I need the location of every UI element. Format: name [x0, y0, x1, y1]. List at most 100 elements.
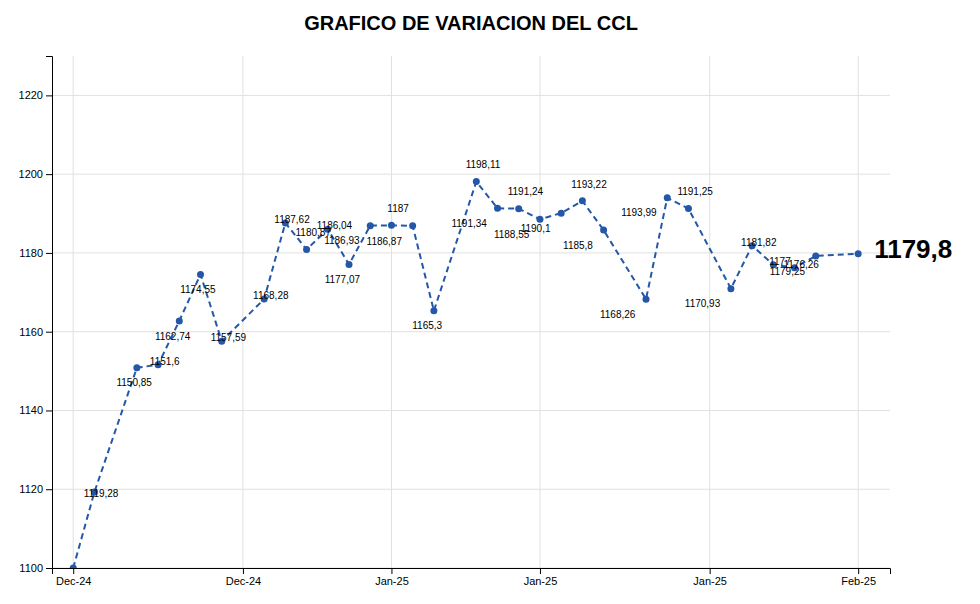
data-label: 1193,99: [621, 207, 657, 218]
tick-label: Dec-24: [56, 575, 91, 587]
tick-label: 1140: [19, 404, 43, 416]
marker: [579, 197, 586, 204]
data-label: 1198,11: [466, 159, 501, 170]
tick-label: Jan-25: [693, 575, 727, 587]
axis-line: [53, 569, 891, 575]
grid-line: [242, 56, 243, 568]
data-label: 1193,22: [571, 179, 607, 190]
marks: [70, 178, 862, 568]
data-label: 1191,25: [677, 186, 713, 197]
data-label: 1174,55: [180, 284, 216, 295]
tick-label: 1200: [19, 168, 43, 180]
marker: [70, 565, 77, 569]
data-label: 1179,8: [874, 234, 952, 264]
data-label: 1185,8: [563, 240, 593, 251]
grid-line: [858, 56, 859, 568]
tick-mark: [540, 568, 541, 574]
tick-label: Jan-25: [524, 575, 558, 587]
tick: 1220: [19, 89, 52, 101]
tick: Dec-24: [56, 568, 91, 587]
marker: [494, 205, 501, 212]
marker: [430, 307, 437, 314]
data-label: 1157,59: [211, 332, 247, 343]
marker: [197, 271, 204, 278]
tick: Jan-25: [693, 568, 727, 587]
tick: 1100: [19, 562, 52, 574]
tick-mark: [46, 95, 52, 96]
tick: Dec-24: [226, 568, 261, 587]
x-axis: Dec-24 Dec-24 Jan-25 Jan-25 Jan-25 Feb-25: [53, 568, 891, 587]
chart: GRAFICO DE VARIACION DEL CCLDec-24Dec-24…: [0, 0, 980, 604]
tick-label: Feb-25: [841, 575, 876, 587]
marker: [515, 205, 522, 212]
tick-mark: [243, 568, 244, 574]
data-label: 1150,85: [116, 377, 152, 388]
tick-label: 1220: [19, 89, 43, 101]
marker: [855, 250, 862, 257]
tick-mark: [46, 332, 52, 333]
tick-mark: [391, 568, 392, 574]
marker: [133, 364, 140, 371]
marker: [473, 178, 480, 185]
tick-mark: [46, 174, 52, 175]
tick-label: 1180: [19, 247, 43, 259]
tick-mark: [46, 410, 52, 411]
marker: [303, 246, 310, 253]
title: GRAFICO DE VARIACION DEL CCL: [304, 12, 638, 34]
data-label: 1181,82: [741, 237, 777, 248]
marker: [664, 194, 671, 201]
data-labels: 1119,28 1150,85 1151,6 1162,74 1174,55 1157,5…: [84, 159, 953, 499]
data-label: 1151,6: [150, 356, 180, 367]
marker: [727, 285, 734, 292]
tick-label: Jan-25: [375, 575, 409, 587]
grid-line: [52, 252, 890, 253]
tick: 1180: [19, 247, 52, 259]
marker: [388, 222, 395, 229]
tick: 1160: [19, 326, 52, 338]
data-label: 1186,04: [317, 220, 353, 231]
data-label: 1168,28: [253, 290, 289, 301]
tick: 1120: [19, 483, 52, 495]
tick: Jan-25: [524, 568, 558, 587]
data-label: 1170,93: [685, 298, 721, 309]
tick: 1200: [19, 168, 52, 180]
tick-label: 1160: [19, 326, 43, 338]
data-label: 1177,07: [325, 274, 361, 285]
marker: [643, 296, 650, 303]
tick: Feb-25: [841, 568, 876, 587]
grid-line: [52, 489, 890, 490]
tick-mark: [46, 489, 52, 490]
grid-line: [391, 56, 392, 568]
data-label: 1186,93: [324, 235, 360, 246]
marker: [409, 222, 416, 229]
marker: [176, 317, 183, 324]
tick-mark: [46, 253, 52, 254]
data-label: 1165,3: [412, 320, 442, 331]
tick-label: 1120: [19, 483, 43, 495]
data-label: 1119,28: [84, 488, 119, 499]
tick: 1140: [19, 404, 52, 416]
data-label: 1179,25: [770, 266, 806, 277]
data-label: 1190,1: [521, 223, 551, 234]
line: [73, 182, 858, 568]
grid-line: [52, 410, 890, 411]
data-label: 1187,62: [274, 214, 310, 225]
tick-label: 1100: [19, 562, 43, 574]
tick-mark: [46, 568, 52, 569]
marker: [536, 216, 543, 223]
marker: [367, 222, 374, 229]
y-axis: 1100 1120 1140 1160 1180 1200 1220: [19, 57, 53, 575]
tick-mark: [710, 568, 711, 574]
data-label: 1191,34: [451, 218, 487, 229]
grid-line: [709, 56, 710, 568]
data-label: 1168,26: [600, 309, 636, 320]
grid-line: [52, 174, 890, 175]
tick-label: Dec-24: [226, 575, 261, 587]
marker: [685, 205, 692, 212]
data-label: 1191,24: [508, 186, 544, 197]
data-label: 1162,74: [155, 331, 191, 342]
data-label: 1186,87: [367, 236, 403, 247]
grid-line: [539, 56, 540, 568]
tick: Jan-25: [375, 568, 409, 587]
grid-line: [52, 95, 890, 96]
